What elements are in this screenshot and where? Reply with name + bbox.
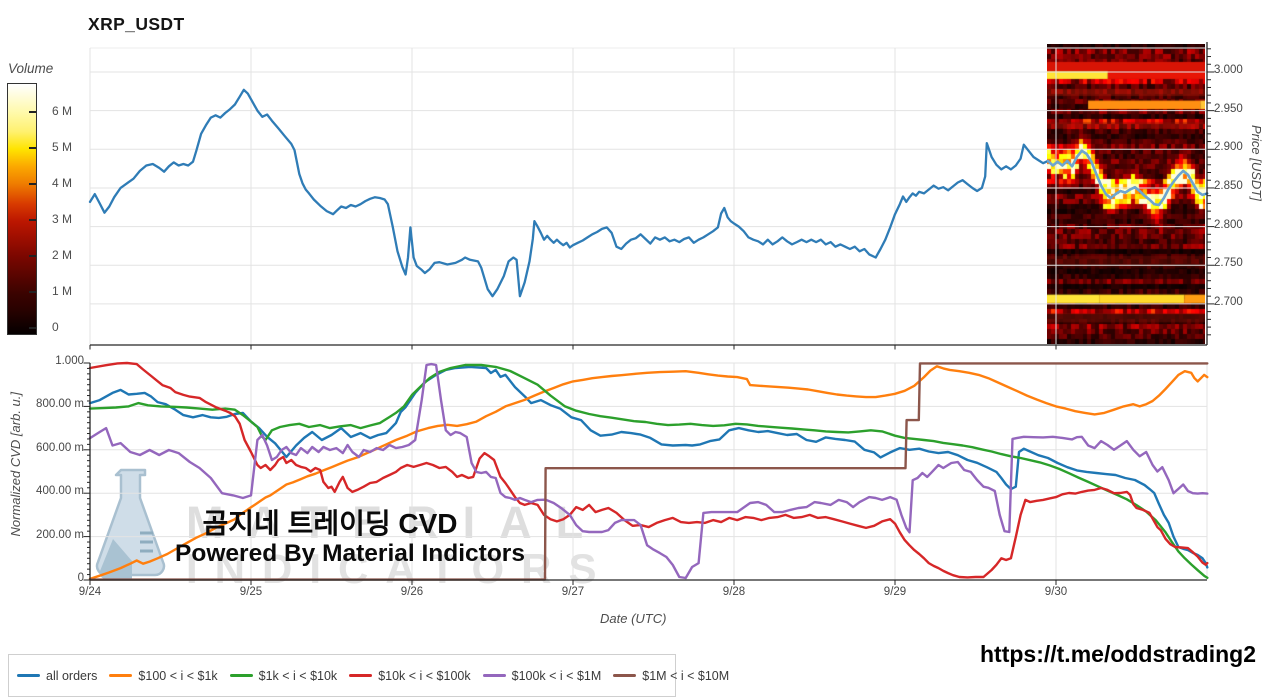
legend-swatch <box>229 673 253 678</box>
legend-item: all orders <box>17 669 97 683</box>
volume-colorbar <box>7 83 37 335</box>
cvd-axis-label: Normalized CVD [arb. u.] <box>8 392 23 537</box>
price-tick-label: 2.800 <box>1214 218 1243 231</box>
price-tick-label: 2.850 <box>1214 179 1243 192</box>
cvd-tick-label: 200.00 m <box>36 528 84 541</box>
price-tick-label: 3.000 <box>1214 64 1243 76</box>
x-tick-label: 9/26 <box>400 586 424 598</box>
price-axis-label: Price [USDT] <box>1249 125 1264 201</box>
legend-label: $1M < i < $10M <box>642 668 730 683</box>
x-tick-label: 9/27 <box>561 586 585 598</box>
volume-colorbar-tick <box>29 111 36 113</box>
cvd-tick-label: 1.000 <box>55 355 84 367</box>
x-tick-label: 9/28 <box>722 586 746 598</box>
legend-swatch <box>482 673 506 678</box>
volume-colorbar-tick <box>29 255 36 257</box>
volume-colorbar-tick <box>29 291 36 293</box>
legend-item: $1k < i < $10k <box>229 668 338 683</box>
volume-colorbar-tick-label: 5 M <box>52 140 73 154</box>
cvd-tick-label: 400.00 m <box>36 485 84 498</box>
volume-colorbar-tick-label: 0 <box>52 320 59 334</box>
watermark-text-line2: Powered By Material Indictors <box>175 540 525 567</box>
volume-colorbar-tick-label: 6 M <box>52 104 73 118</box>
x-tick-label: 9/24 <box>78 586 102 598</box>
legend-swatch <box>349 673 373 678</box>
legend-item: $1M < i < $10M <box>613 669 729 683</box>
legend-label: all orders <box>46 668 98 683</box>
volume-colorbar-tick-label: 3 M <box>52 212 73 226</box>
x-tick-label: 9/30 <box>1044 586 1068 598</box>
legend-item: $10k < i < $100k <box>349 668 471 683</box>
price-tick-label: 2.900 <box>1214 141 1243 154</box>
cvd-tick-label: 0 <box>77 572 84 584</box>
orderbook-heatmap <box>1047 44 1205 344</box>
volume-colorbar-tick-label: 1 M <box>52 284 73 298</box>
volume-colorbar-tick <box>29 327 36 329</box>
date-axis-label: Date (UTC) <box>600 611 667 626</box>
price-tick-label: 2.700 <box>1214 295 1243 308</box>
volume-colorbar-title: Volume <box>8 61 54 76</box>
cvd-tick-label: 800.00 m <box>36 398 84 411</box>
legend: all orders $100 < i < $1k $1k < i < $10k $1… <box>8 654 729 697</box>
legend-swatch <box>109 673 133 678</box>
watermark-text-line1: 곰지네 트레이딩 CVD <box>202 508 458 539</box>
url-text: https://t.me/oddstrading2 <box>980 641 1256 667</box>
legend-label: $10k < i < $100k <box>378 668 471 683</box>
cvd-tick-label: 600.00 m <box>36 441 84 454</box>
legend-label: $100k < i < $1M <box>511 668 602 683</box>
volume-colorbar-tick <box>29 183 36 185</box>
volume-colorbar-tick <box>29 219 36 221</box>
volume-colorbar-tick <box>29 147 36 149</box>
legend-swatch <box>17 673 40 678</box>
price-tick-label: 2.750 <box>1214 257 1243 270</box>
legend-label: $100 < i < $1k <box>138 668 218 683</box>
legend-swatch <box>613 673 637 678</box>
volume-colorbar-tick-label: 2 M <box>52 248 73 262</box>
x-tick-label: 9/25 <box>239 586 263 598</box>
volume-colorbar-tick-label: 4 M <box>52 176 73 190</box>
page-title: XRP_USDT <box>88 14 185 34</box>
price-tick-label: 2.950 <box>1214 102 1243 115</box>
x-tick-label: 9/29 <box>883 586 907 598</box>
legend-label: $1k < i < $10k <box>258 668 338 683</box>
legend-item: $100 < i < $1k <box>109 668 218 683</box>
legend-item: $100k < i < $1M <box>482 668 602 683</box>
